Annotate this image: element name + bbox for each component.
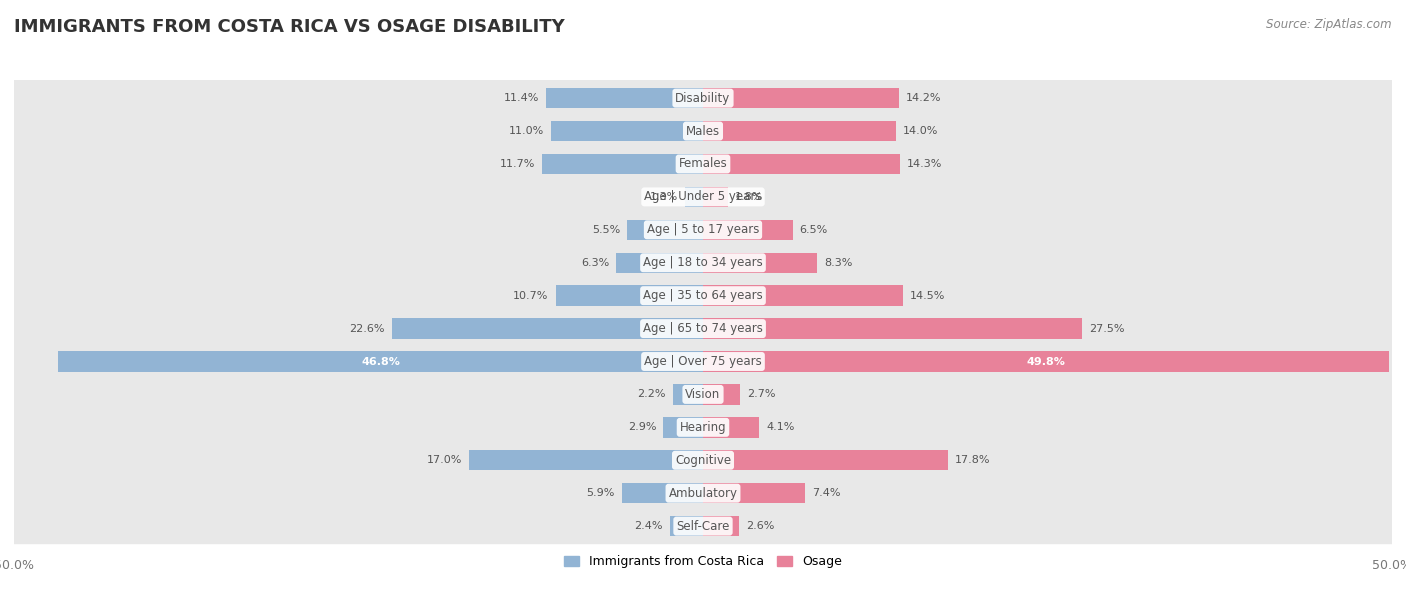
Bar: [664, 417, 703, 438]
Text: Age | 35 to 64 years: Age | 35 to 64 years: [643, 289, 763, 302]
Bar: [703, 318, 1083, 339]
Bar: [669, 516, 703, 536]
Text: Age | 65 to 74 years: Age | 65 to 74 years: [643, 322, 763, 335]
FancyBboxPatch shape: [0, 146, 1406, 182]
FancyBboxPatch shape: [0, 212, 1406, 248]
Bar: [392, 318, 703, 339]
Text: Vision: Vision: [685, 388, 721, 401]
Bar: [703, 187, 728, 207]
Text: 6.3%: 6.3%: [581, 258, 609, 267]
Text: Cognitive: Cognitive: [675, 453, 731, 467]
Bar: [555, 285, 703, 306]
Bar: [703, 154, 900, 174]
Bar: [58, 351, 703, 371]
Bar: [703, 285, 903, 306]
FancyBboxPatch shape: [0, 409, 1406, 446]
Text: 2.4%: 2.4%: [634, 521, 664, 531]
Text: 14.2%: 14.2%: [905, 93, 941, 103]
Text: 2.9%: 2.9%: [627, 422, 657, 432]
Text: Ambulatory: Ambulatory: [668, 487, 738, 499]
Text: Disability: Disability: [675, 92, 731, 105]
Text: Age | Over 75 years: Age | Over 75 years: [644, 355, 762, 368]
FancyBboxPatch shape: [0, 179, 1406, 215]
Text: 11.4%: 11.4%: [503, 93, 538, 103]
Text: 14.0%: 14.0%: [903, 126, 938, 136]
Bar: [672, 384, 703, 405]
Bar: [703, 417, 759, 438]
Legend: Immigrants from Costa Rica, Osage: Immigrants from Costa Rica, Osage: [560, 550, 846, 573]
Bar: [627, 220, 703, 240]
FancyBboxPatch shape: [0, 245, 1406, 281]
FancyBboxPatch shape: [0, 376, 1406, 412]
Text: 11.7%: 11.7%: [499, 159, 534, 169]
FancyBboxPatch shape: [0, 310, 1406, 346]
Text: 8.3%: 8.3%: [824, 258, 852, 267]
Text: 27.5%: 27.5%: [1088, 324, 1125, 334]
Bar: [685, 187, 703, 207]
Bar: [703, 88, 898, 108]
Text: 46.8%: 46.8%: [361, 357, 401, 367]
Bar: [546, 88, 703, 108]
Text: 1.3%: 1.3%: [650, 192, 678, 202]
Text: 4.1%: 4.1%: [766, 422, 794, 432]
Text: Hearing: Hearing: [679, 421, 727, 434]
Text: 5.9%: 5.9%: [586, 488, 614, 498]
Text: 14.5%: 14.5%: [910, 291, 945, 300]
Text: 5.5%: 5.5%: [592, 225, 620, 235]
Bar: [703, 516, 738, 536]
Bar: [468, 450, 703, 471]
FancyBboxPatch shape: [0, 278, 1406, 314]
Bar: [703, 121, 896, 141]
Text: 22.6%: 22.6%: [349, 324, 385, 334]
Bar: [703, 384, 740, 405]
Bar: [621, 483, 703, 504]
Text: Age | 5 to 17 years: Age | 5 to 17 years: [647, 223, 759, 236]
Bar: [551, 121, 703, 141]
Text: Age | 18 to 34 years: Age | 18 to 34 years: [643, 256, 763, 269]
Text: 49.8%: 49.8%: [1026, 357, 1066, 367]
Text: 11.0%: 11.0%: [509, 126, 544, 136]
Bar: [616, 253, 703, 273]
FancyBboxPatch shape: [0, 113, 1406, 149]
Text: 14.3%: 14.3%: [907, 159, 942, 169]
Text: Age | Under 5 years: Age | Under 5 years: [644, 190, 762, 203]
Text: 2.7%: 2.7%: [747, 389, 776, 400]
FancyBboxPatch shape: [0, 475, 1406, 511]
Text: 6.5%: 6.5%: [800, 225, 828, 235]
Text: Self-Care: Self-Care: [676, 520, 730, 532]
FancyBboxPatch shape: [0, 80, 1406, 116]
Text: Males: Males: [686, 125, 720, 138]
Text: 17.0%: 17.0%: [426, 455, 461, 465]
FancyBboxPatch shape: [0, 442, 1406, 479]
Text: 2.6%: 2.6%: [745, 521, 775, 531]
Bar: [703, 253, 817, 273]
Text: Source: ZipAtlas.com: Source: ZipAtlas.com: [1267, 18, 1392, 31]
Text: IMMIGRANTS FROM COSTA RICA VS OSAGE DISABILITY: IMMIGRANTS FROM COSTA RICA VS OSAGE DISA…: [14, 18, 565, 36]
Bar: [703, 220, 793, 240]
FancyBboxPatch shape: [0, 508, 1406, 544]
Text: 2.2%: 2.2%: [637, 389, 666, 400]
Text: Females: Females: [679, 157, 727, 171]
Bar: [703, 351, 1389, 371]
Bar: [703, 450, 948, 471]
Text: 7.4%: 7.4%: [811, 488, 841, 498]
Text: 1.8%: 1.8%: [735, 192, 763, 202]
Text: 10.7%: 10.7%: [513, 291, 548, 300]
FancyBboxPatch shape: [0, 343, 1406, 379]
Text: 17.8%: 17.8%: [955, 455, 991, 465]
Bar: [703, 483, 806, 504]
Bar: [541, 154, 703, 174]
